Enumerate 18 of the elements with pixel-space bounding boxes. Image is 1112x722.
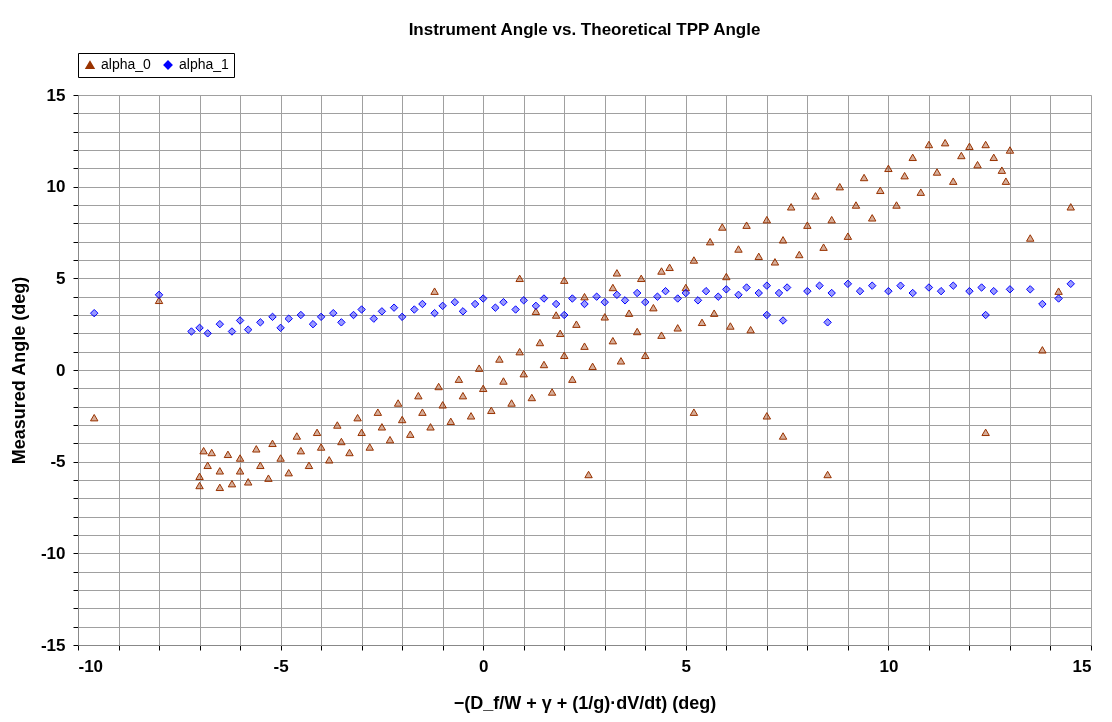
y-tick-label: -10 [40,543,66,563]
y-tick-label: 10 [46,177,66,197]
x-tick-label: 5 [681,656,692,676]
chart-title: Instrument Angle vs. Theoretical TPP Angle [408,19,761,39]
y-tick-label: 0 [56,360,66,380]
x-tick-label: 10 [879,656,899,676]
y-tick-label: 5 [56,268,66,288]
x-tick-label: 0 [478,656,489,676]
y-tick-label: 15 [46,85,66,105]
y-axis-title: Measured Angle (deg) [8,276,29,465]
y-tick-label: -5 [50,452,66,472]
x-tick-label: -5 [273,656,289,676]
x-tick-label: 15 [1072,656,1092,676]
x-tick-label: -10 [78,656,104,676]
legend-label: alpha_1 [179,56,230,72]
x-axis-title: −(D_f/W + γ + (1/g)·dV/dt) (deg) [453,692,717,713]
legend-label: alpha_0 [101,56,152,72]
y-tick-label: -15 [40,635,66,655]
